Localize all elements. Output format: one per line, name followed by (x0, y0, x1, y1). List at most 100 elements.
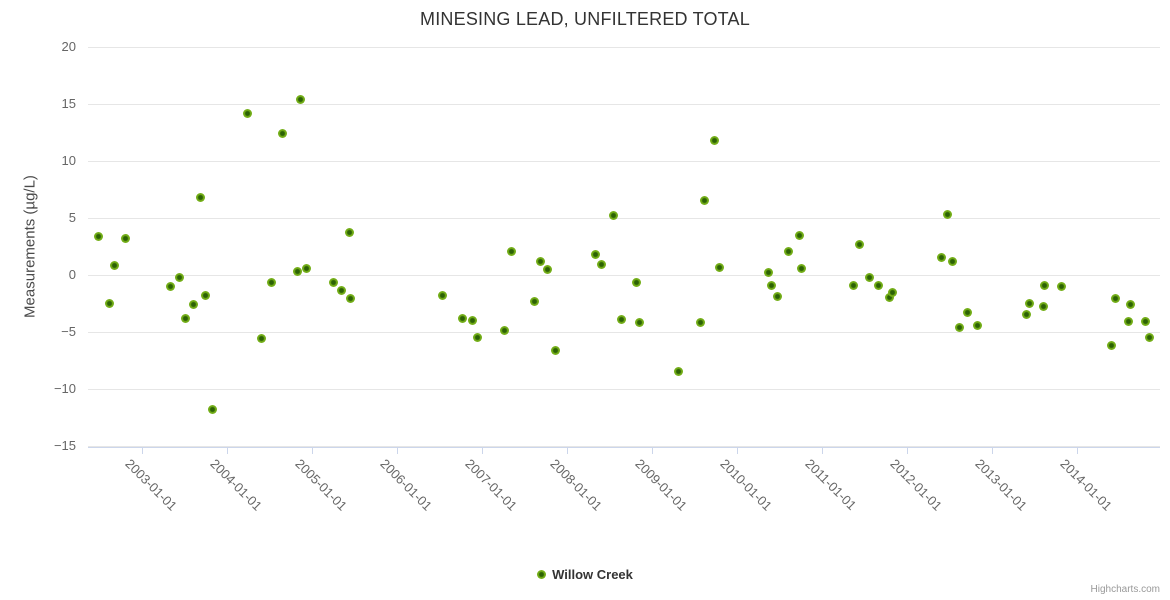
data-point[interactable] (242, 108, 252, 118)
x-axis-tick (737, 448, 738, 454)
data-point[interactable] (328, 278, 338, 288)
data-point[interactable] (955, 322, 965, 332)
data-point[interactable] (937, 253, 947, 263)
y-axis-label: −15 (53, 438, 76, 453)
data-point[interactable] (296, 94, 306, 104)
data-point[interactable] (848, 280, 858, 290)
data-point[interactable] (201, 291, 211, 301)
data-point[interactable] (673, 367, 683, 377)
data-point[interactable] (266, 278, 276, 288)
data-point[interactable] (797, 263, 807, 273)
data-point[interactable] (337, 286, 347, 296)
data-point[interactable] (1124, 317, 1134, 327)
chart-title: MINESING LEAD, UNFILTERED TOTAL (420, 9, 750, 29)
y-axis-label: 10 (61, 153, 76, 168)
data-point[interactable] (277, 129, 287, 139)
data-point[interactable] (773, 292, 783, 302)
x-axis-tick (142, 448, 143, 454)
x-axis-label: 2013-01-01 (972, 456, 1031, 514)
data-point[interactable] (710, 135, 720, 145)
data-point[interactable] (700, 196, 710, 206)
data-point[interactable] (499, 326, 509, 336)
data-point[interactable] (345, 294, 355, 304)
y-gridline (88, 47, 1160, 48)
data-point[interactable] (1141, 317, 1151, 327)
data-point[interactable] (616, 314, 626, 324)
data-point[interactable] (888, 287, 898, 297)
data-point[interactable] (714, 262, 724, 272)
data-point[interactable] (536, 256, 546, 266)
data-point[interactable] (609, 211, 619, 221)
data-point[interactable] (766, 280, 776, 290)
data-point[interactable] (962, 308, 972, 318)
data-point[interactable] (695, 318, 705, 328)
data-point[interactable] (865, 272, 875, 282)
legend-item-willow-creek[interactable]: Willow Creek (537, 567, 633, 582)
data-point[interactable] (1038, 302, 1048, 312)
data-point[interactable] (457, 313, 467, 323)
data-point[interactable] (437, 291, 447, 301)
data-point[interactable] (947, 256, 957, 266)
data-point[interactable] (94, 231, 104, 241)
data-point[interactable] (105, 299, 115, 308)
data-point[interactable] (110, 261, 120, 271)
x-axis-tick (907, 448, 908, 454)
data-point[interactable] (208, 405, 218, 415)
series-marker-icon (537, 570, 547, 579)
data-point[interactable] (174, 272, 184, 282)
data-point[interactable] (1110, 294, 1120, 304)
data-point[interactable] (302, 263, 312, 273)
data-point[interactable] (634, 318, 644, 328)
x-axis-label: 2009-01-01 (632, 456, 691, 514)
legend-label: Willow Creek (552, 567, 633, 582)
highcharts-credit-link[interactable]: Highcharts.com (1090, 584, 1160, 595)
data-point[interactable] (854, 239, 864, 249)
data-point[interactable] (763, 268, 773, 278)
data-point[interactable] (1024, 299, 1034, 308)
data-point[interactable] (121, 234, 131, 244)
x-axis-line (88, 447, 1160, 448)
data-point[interactable] (632, 278, 642, 288)
x-axis-tick (482, 448, 483, 454)
data-point[interactable] (507, 246, 517, 256)
data-point[interactable] (1057, 281, 1067, 291)
data-point[interactable] (590, 249, 600, 259)
y-gridline (88, 218, 1160, 219)
y-axis-label: 0 (68, 267, 76, 282)
data-point[interactable] (1126, 300, 1136, 310)
data-point[interactable] (1106, 341, 1116, 351)
x-axis-tick (227, 448, 228, 454)
y-gridline (88, 389, 1160, 390)
data-point[interactable] (530, 296, 540, 306)
x-axis-label: 2003-01-01 (122, 456, 181, 514)
data-point[interactable] (256, 334, 266, 344)
x-axis-tick (1077, 448, 1078, 454)
y-gridline (88, 446, 1160, 447)
x-axis-label: 2014-01-01 (1057, 456, 1116, 514)
y-axis-title: Measurements (µg/L) (21, 175, 39, 318)
x-axis-label: 2010-01-01 (717, 456, 776, 514)
data-point[interactable] (542, 264, 552, 274)
data-point[interactable] (943, 210, 953, 220)
data-point[interactable] (473, 333, 483, 343)
data-point[interactable] (1040, 280, 1050, 290)
data-point[interactable] (188, 300, 198, 310)
x-axis-label: 2006-01-01 (377, 456, 436, 514)
data-point[interactable] (180, 313, 190, 323)
data-point[interactable] (551, 345, 561, 355)
data-point[interactable] (166, 281, 176, 291)
data-point[interactable] (293, 267, 303, 277)
data-point[interactable] (344, 228, 354, 238)
data-point[interactable] (874, 280, 884, 290)
data-point[interactable] (973, 320, 983, 330)
data-point[interactable] (196, 192, 206, 202)
data-point[interactable] (597, 260, 607, 270)
data-point[interactable] (1021, 310, 1031, 320)
data-point[interactable] (794, 230, 804, 240)
y-gridline (88, 332, 1160, 333)
data-point[interactable] (468, 316, 478, 326)
data-point[interactable] (884, 293, 894, 303)
data-point[interactable] (783, 246, 793, 256)
x-axis-tick (397, 448, 398, 454)
data-point[interactable] (1144, 333, 1154, 343)
